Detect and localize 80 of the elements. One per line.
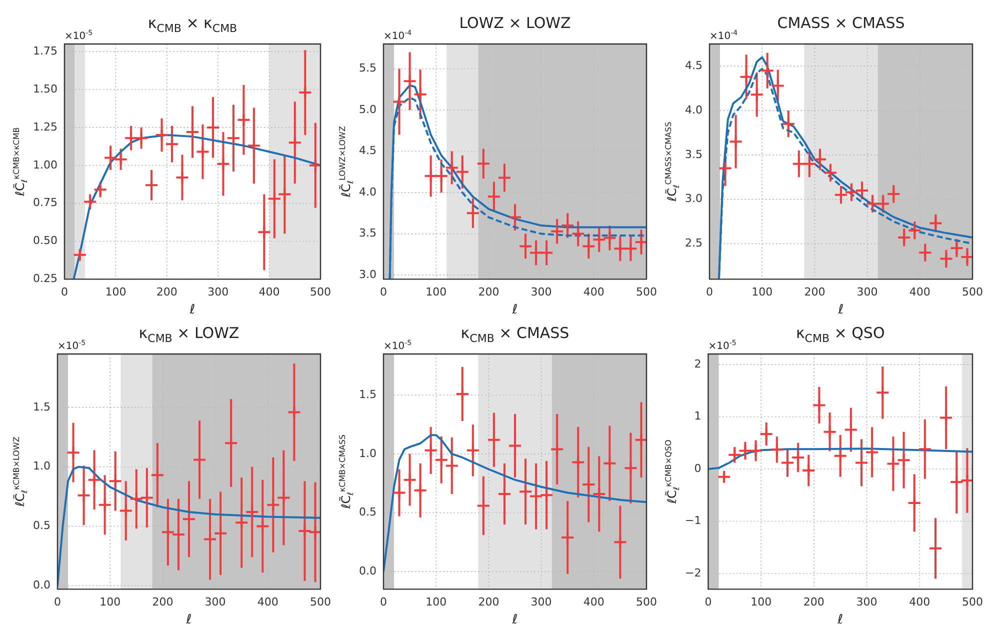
chart-title: LOWZ × LOWZ [459, 14, 571, 32]
y-tick-label: 0.25 [32, 272, 58, 286]
y-axis-title: ℓC̃ℓκCMB×QSO [664, 440, 681, 504]
x-tick-label: 400 [909, 286, 930, 299]
y-tick-label: 0.0 [32, 578, 50, 592]
x-tick-label: 0 [60, 286, 68, 299]
y-tick-label: 1.0 [358, 446, 376, 460]
x-tick-label: 300 [856, 286, 878, 299]
y-axis-title: ℓC̃ℓκCMB×κCMB [12, 127, 29, 197]
x-tick-label: 400 [583, 286, 604, 299]
x-axis-title: ℓ [511, 302, 518, 318]
x-tick-label: 500 [636, 286, 657, 299]
y-tick-label: 5.5 [358, 62, 376, 75]
y-tick-label: 0.0 [358, 564, 376, 578]
y-tick-label: 1.25 [32, 120, 58, 134]
y-tick-label: 1.5 [358, 388, 376, 402]
x-axis-title: ℓ [837, 302, 844, 318]
y-tick-label: 1 [694, 410, 702, 423]
x-tick-label: 0 [380, 286, 387, 299]
x-tick-label: 300 [530, 286, 552, 299]
x-tick-label: 500 [310, 596, 331, 609]
y-tick-label: −2 [684, 566, 702, 580]
y-axis-title: ℓC̃ℓLOWZ×LOWZ [338, 126, 355, 198]
y-tick-label: 3.5 [684, 148, 702, 161]
y-tick-label: 1.50 [32, 82, 58, 96]
y-axis-title: ℓC̃ℓκCMB×LOWZ [12, 436, 29, 508]
x-tick-label: 100 [426, 596, 447, 609]
y-tick-label: 5.0 [358, 102, 376, 116]
x-tick-label: 300 [856, 596, 878, 609]
y-tick-label: 4.0 [684, 103, 702, 116]
y-tick-label: 3.0 [358, 268, 376, 281]
x-tick-label: 100 [752, 286, 773, 299]
x-tick-label: 300 [208, 286, 229, 299]
y-tick-label: 2 [694, 357, 702, 370]
x-tick-label: 200 [804, 286, 826, 299]
y-tick-label: 0.75 [32, 196, 58, 210]
x-axis-title: ℓ [836, 612, 844, 628]
y-axis-title: ℓC̃ℓCMASS×CMASS [664, 122, 681, 202]
x-tick-label: 100 [750, 596, 772, 609]
y-tick-label: 4.5 [684, 59, 702, 72]
x-tick-label: 200 [478, 286, 500, 299]
x-tick-label: 100 [426, 286, 447, 299]
x-tick-label: 0 [706, 286, 713, 299]
x-tick-label: 500 [310, 286, 331, 299]
chart-title: CMASS × CMASS [777, 14, 905, 32]
y-tick-label: 1.00 [32, 158, 58, 172]
y-tick-label: −1 [684, 514, 702, 528]
x-tick-label: 100 [100, 596, 121, 609]
x-tick-label: 500 [636, 596, 657, 609]
x-tick-label: 200 [156, 286, 178, 299]
x-tick-label: 0 [380, 596, 387, 609]
x-axis-title: ℓ [511, 612, 518, 628]
y-tick-label: 1.5 [32, 400, 50, 414]
x-tick-label: 100 [105, 286, 126, 299]
y-axis-title: ℓC̃ℓκCMB×CMASS [338, 434, 355, 510]
x-axis-title: ℓ [188, 302, 196, 318]
y-tick-label: 2.5 [684, 236, 702, 250]
x-tick-label: 400 [909, 596, 930, 609]
x-tick-label: 500 [962, 286, 983, 299]
y-tick-label: 3.0 [684, 192, 702, 206]
x-axis-title: ℓ [185, 612, 192, 628]
y-tick-label: 4.5 [358, 144, 376, 158]
x-tick-label: 200 [803, 596, 824, 609]
y-tick-label: 0.50 [32, 234, 58, 248]
y-tick-label: 0.5 [32, 519, 50, 532]
y-tick-label: 0 [694, 462, 702, 475]
x-tick-label: 300 [530, 596, 552, 609]
x-tick-label: 400 [583, 596, 604, 609]
x-tick-label: 400 [258, 286, 280, 299]
y-tick-label: 0.5 [358, 506, 376, 519]
x-tick-label: 500 [962, 596, 983, 609]
y-tick-label: 3.5 [358, 226, 376, 240]
y-tick-label: 1.75 [32, 44, 58, 58]
x-tick-label: 300 [204, 596, 226, 609]
x-tick-label: 400 [257, 596, 278, 609]
x-tick-label: 200 [152, 596, 174, 609]
y-tick-label: 1.0 [32, 460, 50, 473]
x-tick-label: 200 [478, 596, 500, 609]
y-tick-label: 4.0 [358, 185, 376, 198]
x-tick-label: 0 [704, 596, 712, 609]
